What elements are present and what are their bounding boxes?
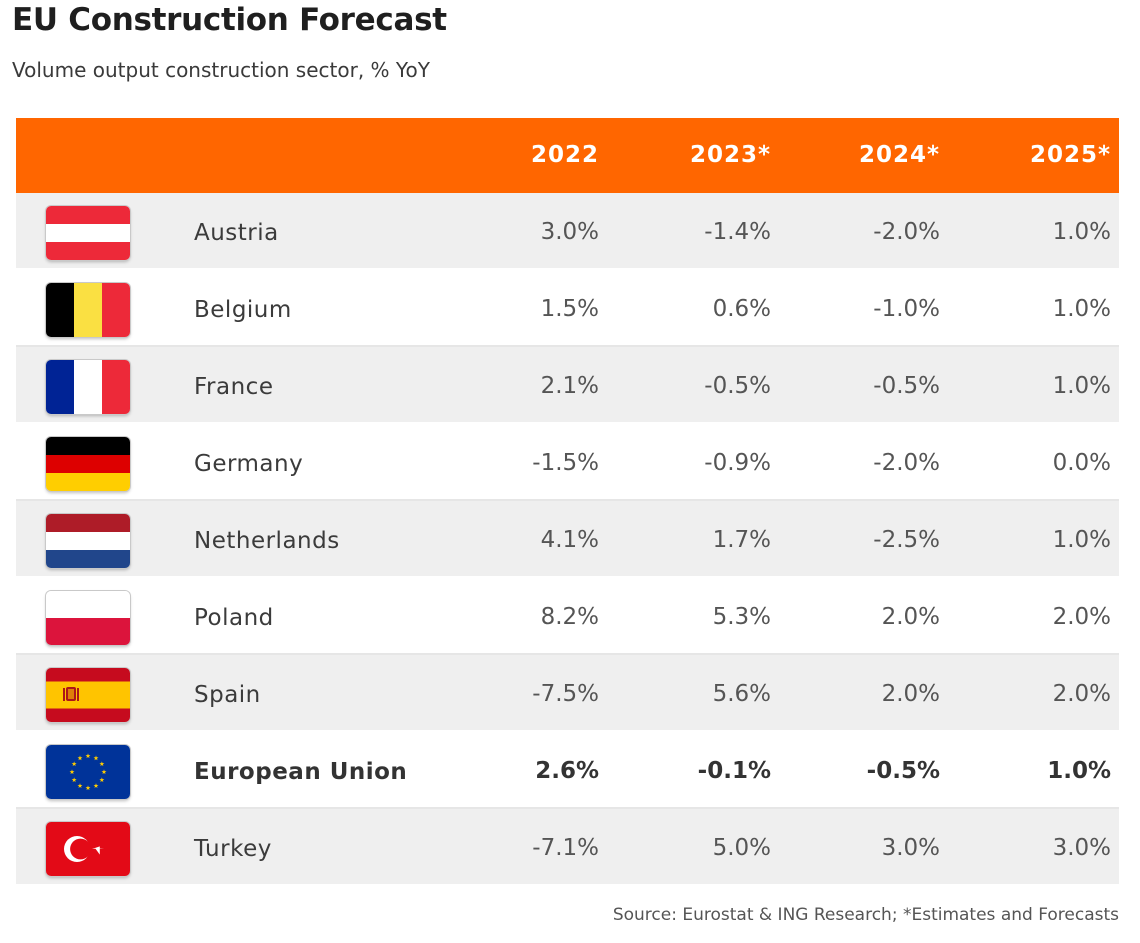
eu-star-icon [85,753,91,759]
value-2023: 5.0% [712,835,771,861]
table-row-turkey: Turkey -7.1% 5.0% 3.0% 3.0% [16,809,1119,886]
column-header-2024: 2024* [858,142,940,168]
value-2023: 5.3% [712,604,771,630]
table-row-austria: Austria 3.0% -1.4% -2.0% 1.0% [16,193,1119,270]
column-header-2023: 2023* [689,142,771,168]
value-2023: -1.4% [704,219,771,245]
table-row-germany: Germany -1.5% -0.9% -2.0% 0.0% [16,424,1119,501]
value-2022: 2.1% [540,373,599,399]
source-note: Source: Eurostat & ING Research; *Estima… [612,905,1119,925]
value-2024: -0.5% [873,373,940,399]
value-2022: 2.6% [535,758,599,784]
country-name: Austria [194,220,279,246]
value-2024: -1.0% [873,296,940,322]
country-name: Poland [194,605,274,631]
turkey-flag-icon [46,822,130,876]
belgium-flag-icon [46,283,130,337]
table-row-poland: Poland 8.2% 5.3% 2.0% 2.0% [16,578,1119,655]
value-2022: -1.5% [532,450,599,476]
chart-subtitle: Volume output construction sector, % YoY [12,58,430,82]
austria-flag-icon [46,206,130,260]
value-2023: -0.9% [704,450,771,476]
value-2023: 1.7% [712,527,771,553]
value-2025: 1.0% [1052,527,1111,553]
value-2023: 0.6% [712,296,771,322]
eu-star-icon [71,777,77,783]
value-2025: 0.0% [1052,450,1111,476]
country-name: European Union [194,759,408,785]
value-2022: -7.5% [532,681,599,707]
value-2025: 3.0% [1052,835,1111,861]
france-flag-icon [46,360,130,414]
eu-star-icon [101,769,107,775]
value-2022: 8.2% [540,604,599,630]
poland-flag-icon [46,591,130,645]
value-2024: -2.0% [873,219,940,245]
eu-flag-icon [46,745,130,799]
eu-star-icon [93,783,99,788]
column-header-2022: 2022 [530,142,599,168]
germany-flag-icon [46,437,130,491]
value-2023: -0.1% [697,758,771,784]
value-2025: 1.0% [1052,219,1111,245]
value-2024: -2.0% [873,450,940,476]
table-row-netherlands: Netherlands 4.1% 1.7% -2.5% 1.0% [16,501,1119,578]
eu-star-icon [77,755,83,761]
eu-star-icon [71,761,77,767]
value-2023: 5.6% [712,681,771,707]
table-row-spain: Spain -7.5% 5.6% 2.0% 2.0% [16,655,1119,732]
country-name: Germany [194,451,304,477]
value-2024: 2.0% [881,604,940,630]
value-2022: -7.1% [532,835,599,861]
value-2025: 1.0% [1052,296,1111,322]
column-header-2025: 2025* [1029,142,1111,168]
value-2025: 2.0% [1052,681,1111,707]
country-name: Turkey [194,836,272,862]
country-name: Belgium [194,297,292,323]
value-2024: 2.0% [881,681,940,707]
value-2025: 1.0% [1052,373,1111,399]
forecast-table: 2022 2023* 2024* 2025* Austria 3.0% -1.4… [16,118,1119,886]
value-2022: 3.0% [540,219,599,245]
value-2022: 1.5% [540,296,599,322]
table-header: 2022 2023* 2024* 2025* [16,118,1119,193]
eu-star-icon [99,761,105,767]
eu-star-icon [99,777,105,783]
country-name: Spain [194,682,261,708]
country-name: Netherlands [194,528,340,554]
table-row-belgium: Belgium 1.5% 0.6% -1.0% 1.0% [16,270,1119,347]
value-2024: 3.0% [881,835,940,861]
table-row-european-union: European Union 2.6% -0.1% -0.5% 1.0% [16,732,1119,809]
eu-star-icon [93,755,99,761]
value-2025: 2.0% [1052,604,1111,630]
table-row-france: France 2.1% -0.5% -0.5% 1.0% [16,347,1119,424]
value-2025: 1.0% [1047,758,1111,784]
spain-flag-icon [46,668,130,722]
value-2022: 4.1% [540,527,599,553]
value-2023: -0.5% [704,373,771,399]
value-2024: -2.5% [873,527,940,553]
eu-star-icon [77,783,83,788]
country-name: France [194,374,274,400]
value-2024: -0.5% [866,758,940,784]
eu-star-icon [85,785,91,791]
eu-star-icon [69,769,75,775]
chart-title: EU Construction Forecast [12,2,447,38]
netherlands-flag-icon [46,514,130,568]
